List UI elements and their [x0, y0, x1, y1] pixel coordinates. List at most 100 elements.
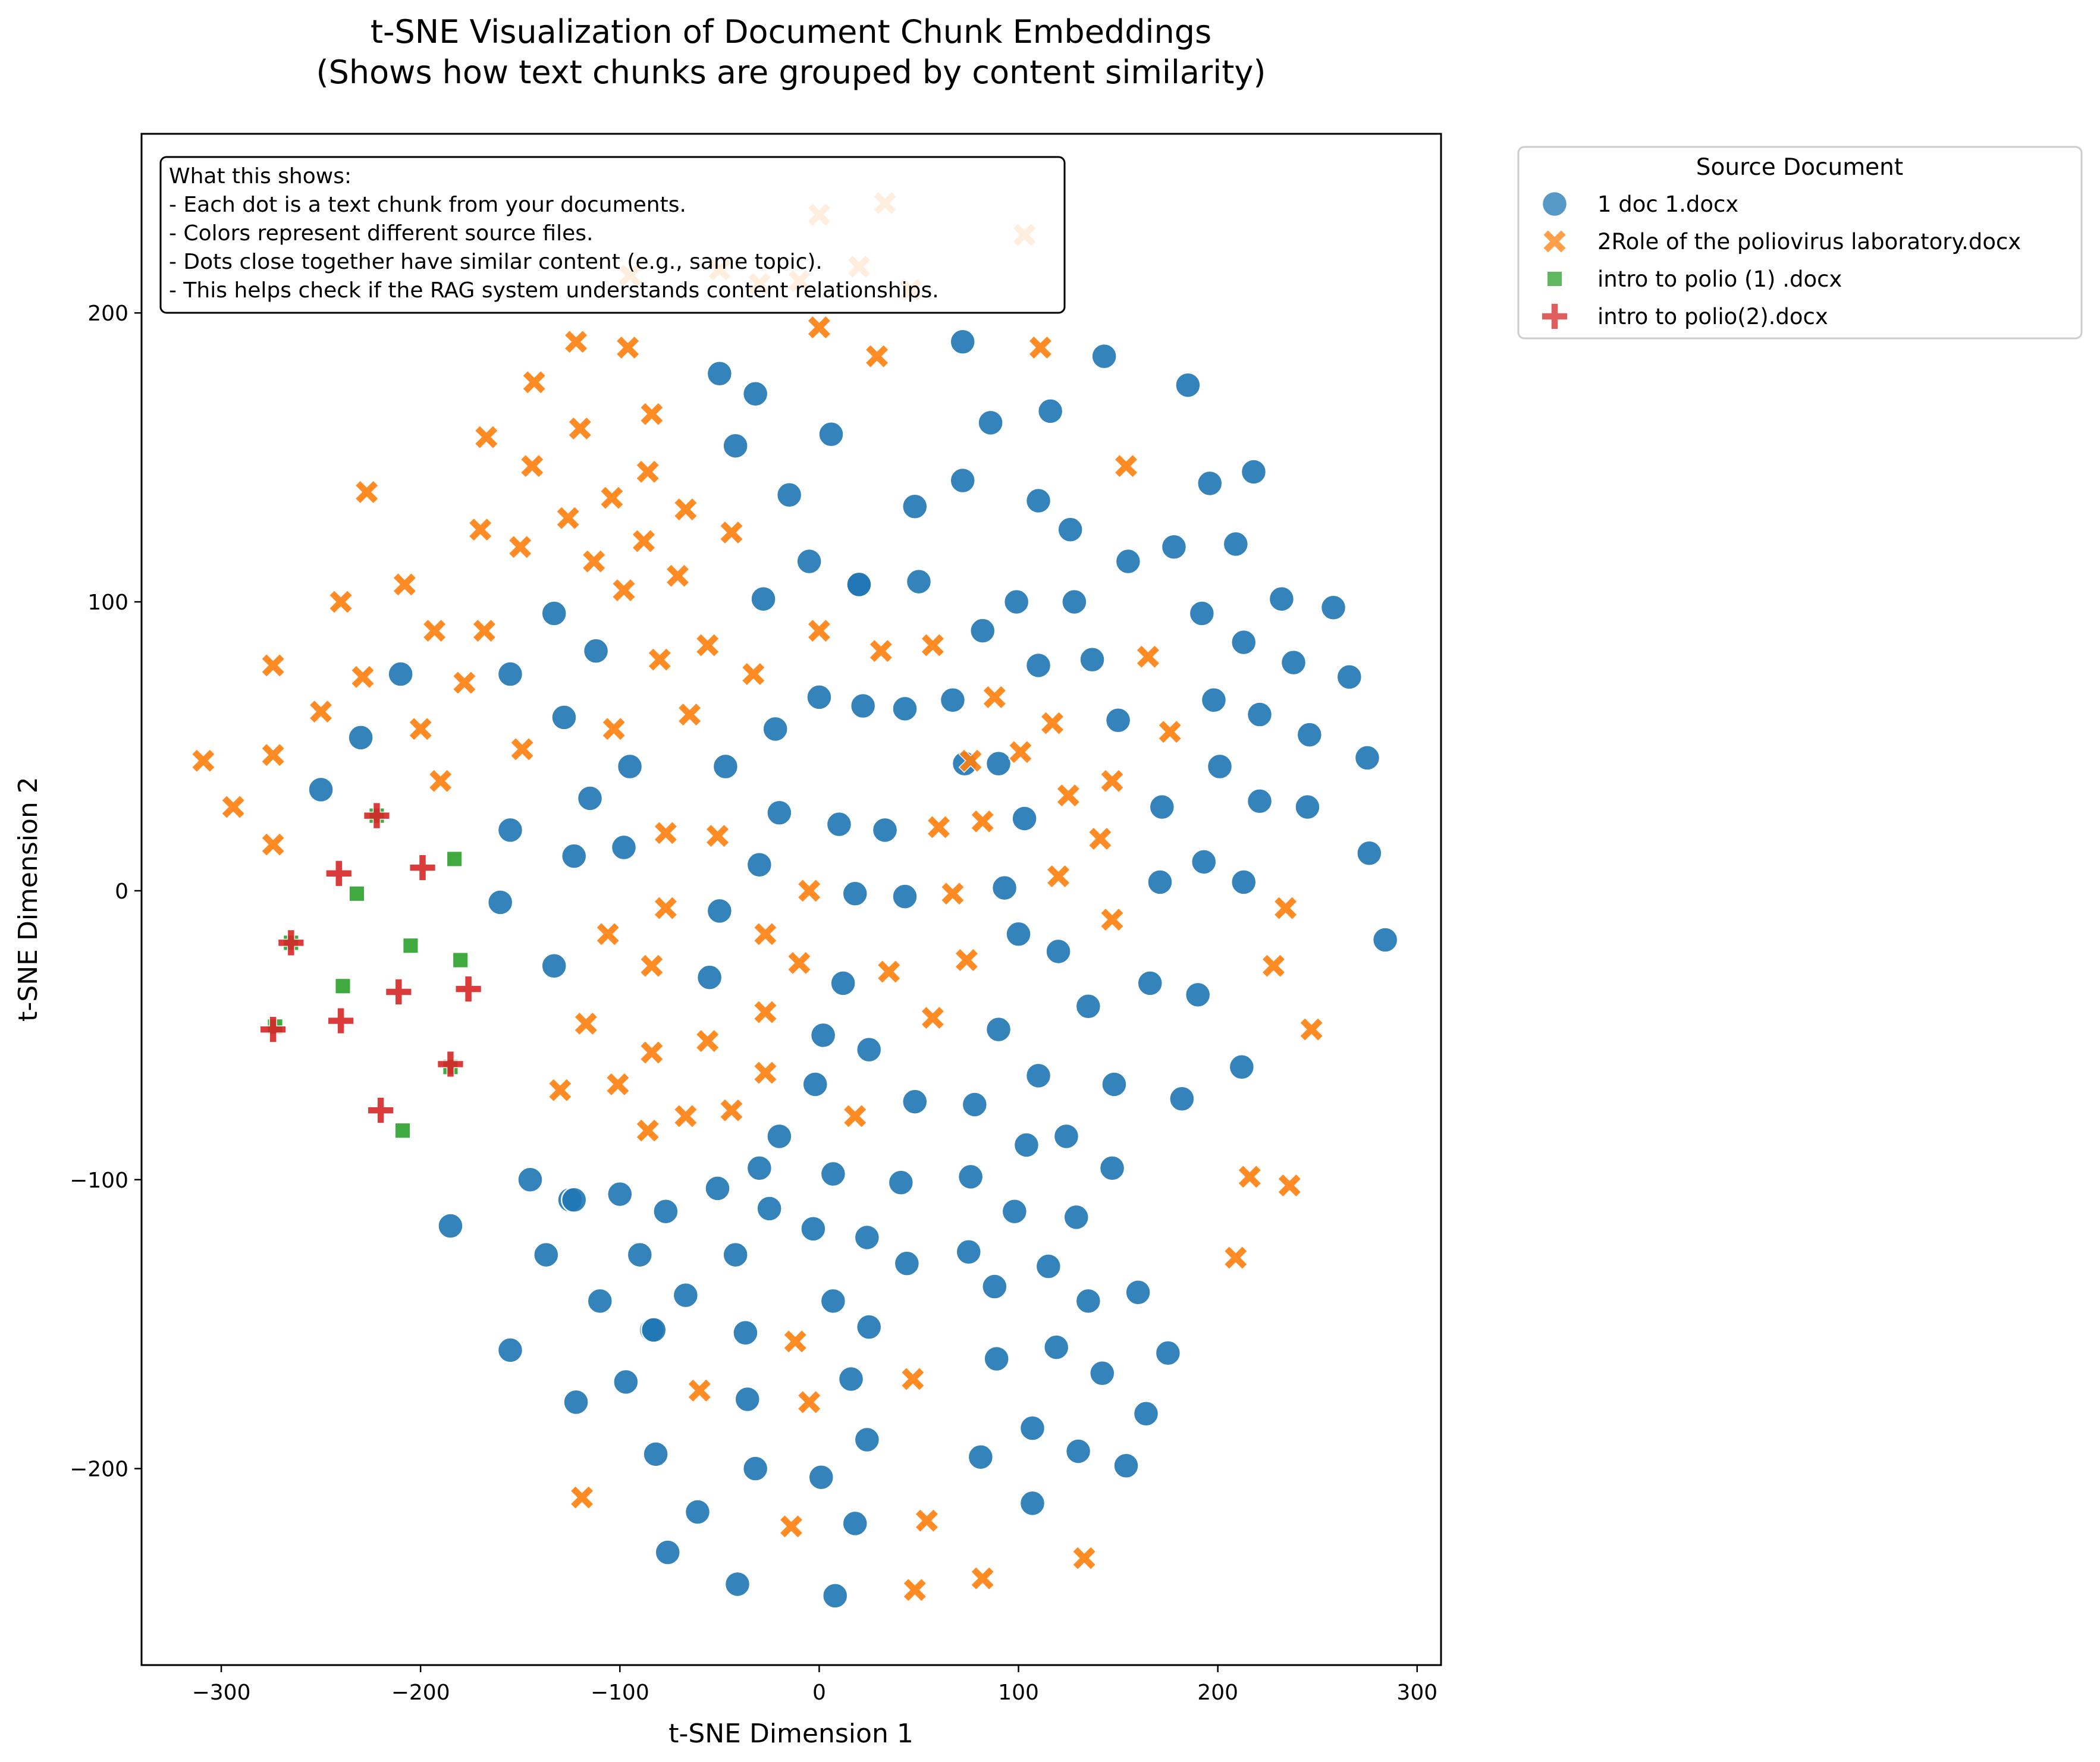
data-point [1063, 1204, 1090, 1231]
data-point [517, 1166, 544, 1193]
legend-frame [1517, 146, 2083, 340]
y-tick-label: 200 [87, 301, 128, 326]
data-point [842, 1510, 868, 1537]
data-point [797, 878, 822, 903]
data-point [497, 661, 524, 687]
data-point [605, 1072, 630, 1097]
x-tick-label: 300 [1396, 1681, 1437, 1705]
data-point [705, 824, 730, 849]
data-point [452, 670, 477, 695]
data-point [1072, 1546, 1097, 1571]
data-point [510, 737, 535, 762]
legend-label: intro to polio(2).docx [1597, 304, 1828, 329]
data-point [1261, 953, 1286, 978]
data-point [722, 1241, 749, 1268]
data-point [753, 1060, 778, 1085]
data-point [961, 1091, 988, 1118]
data-point [818, 421, 845, 448]
data-point [1223, 1245, 1248, 1270]
x-tick-label: 100 [998, 1681, 1039, 1705]
data-point [893, 1250, 921, 1277]
data-point [846, 571, 872, 598]
data-point [635, 1118, 660, 1143]
data-point [639, 953, 664, 978]
data-point [1113, 1452, 1140, 1480]
data-point [367, 1097, 394, 1124]
data-point [334, 978, 351, 994]
data-point [958, 748, 983, 773]
data-point [1230, 629, 1257, 656]
data-point [746, 1155, 773, 1182]
data-point [1019, 1490, 1046, 1517]
plot-frame [140, 133, 1442, 1666]
y-axis-ticks: −200 −100 0 100 200 [70, 301, 142, 1482]
data-point [949, 328, 976, 356]
data-point [970, 809, 995, 834]
data-point [742, 381, 769, 407]
data-point [1268, 585, 1295, 613]
data-point [695, 1029, 720, 1054]
data-point [595, 922, 620, 947]
data-point [991, 874, 1018, 902]
y-tick-label: 0 [115, 880, 128, 904]
data-point [983, 1345, 1010, 1372]
data-point [1175, 372, 1201, 398]
data-point [1003, 588, 1030, 615]
data-point [1001, 1198, 1028, 1225]
data-point [409, 854, 437, 881]
data-point [385, 978, 412, 1006]
data-point [653, 896, 678, 921]
data-point [1294, 793, 1321, 821]
data-point [635, 459, 660, 484]
data-point [486, 889, 514, 916]
data-point [468, 517, 493, 542]
data-point [957, 1163, 984, 1191]
data-point [1190, 849, 1217, 875]
data-point [437, 1213, 464, 1239]
data-point [1005, 921, 1032, 948]
data-point [1100, 768, 1125, 793]
data-point [712, 753, 739, 780]
data-point [787, 950, 812, 975]
data-point [1299, 1017, 1324, 1042]
data-point [260, 743, 285, 768]
data-point [684, 1499, 711, 1525]
data-point [1019, 1415, 1046, 1441]
data-point [734, 1386, 761, 1413]
data-point [695, 633, 720, 658]
data-point [1104, 707, 1132, 734]
data-point [309, 699, 334, 724]
data-point [892, 695, 918, 723]
data-point [1101, 1071, 1128, 1098]
data-point [652, 1198, 679, 1225]
annotation-frame [159, 156, 1066, 314]
legend-label: 2Role of the poliovirus laboratory.docx [1597, 229, 2021, 255]
data-point [1025, 652, 1052, 679]
y-tick-label: 100 [87, 591, 128, 615]
data-point [806, 315, 831, 340]
data-point [1065, 1438, 1092, 1465]
annotation-line: - Colors represent different source file… [169, 221, 593, 246]
data-point [722, 432, 749, 459]
data-point [1222, 530, 1250, 558]
data-point [673, 1104, 698, 1129]
data-point [307, 776, 334, 803]
data-point [455, 975, 482, 1003]
x-axis-label: t-SNE Dimension 1 [668, 1719, 914, 1749]
data-point [1011, 805, 1038, 832]
data-point [576, 785, 604, 812]
data-point [742, 1455, 769, 1482]
data-point [902, 1578, 927, 1603]
data-point [586, 1287, 614, 1315]
data-point [328, 589, 353, 614]
data-point [1115, 548, 1142, 575]
data-point [706, 897, 733, 925]
data-point [797, 1390, 822, 1415]
data-point [1237, 1164, 1262, 1189]
data-point [221, 794, 246, 819]
data-point [1040, 711, 1065, 736]
data-point [1246, 701, 1273, 728]
legend-label: 1 doc 1.docx [1597, 191, 1738, 217]
data-point [687, 1378, 712, 1403]
data-point [677, 702, 702, 727]
